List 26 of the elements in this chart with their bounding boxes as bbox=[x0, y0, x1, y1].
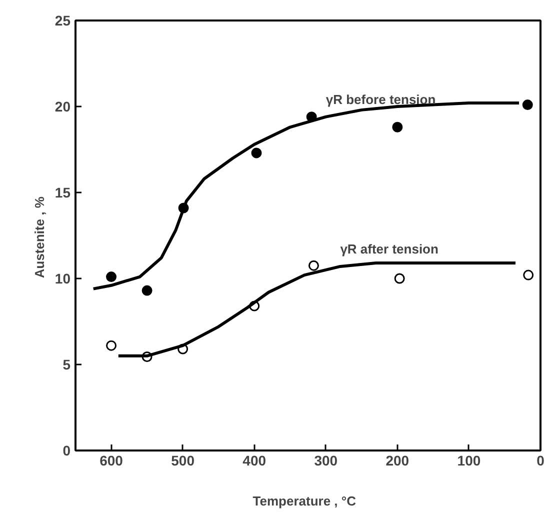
x-tick-label: 400 bbox=[242, 452, 266, 468]
point bbox=[523, 270, 534, 280]
x-tick-label: 500 bbox=[171, 452, 195, 468]
series-label: γR after tension bbox=[340, 241, 438, 256]
point bbox=[522, 100, 533, 110]
point bbox=[106, 340, 117, 351]
x-tick-label: 200 bbox=[386, 452, 410, 468]
point bbox=[392, 122, 403, 132]
y-tick-label: 5 bbox=[62, 356, 71, 372]
y-tick-label: 10 bbox=[54, 270, 71, 286]
point bbox=[394, 273, 405, 284]
y-tick-label: 15 bbox=[54, 184, 71, 200]
point bbox=[142, 285, 152, 296]
point bbox=[106, 272, 117, 282]
y-axis-title: Austenite , % bbox=[32, 196, 47, 278]
point bbox=[308, 260, 319, 271]
y-tick-label: 0 bbox=[62, 442, 71, 458]
point bbox=[251, 148, 262, 158]
x-tick-label: 100 bbox=[457, 452, 481, 468]
series-label: γR before tension bbox=[326, 92, 436, 107]
x-tick-label: 0 bbox=[536, 452, 545, 468]
x-axis-title: Temperature , °C bbox=[252, 494, 357, 508]
x-tick-label: 600 bbox=[100, 452, 124, 468]
x-tick-label: 300 bbox=[314, 452, 338, 468]
y-tick-label: 25 bbox=[54, 12, 71, 28]
y-tick-label: 20 bbox=[54, 98, 71, 114]
